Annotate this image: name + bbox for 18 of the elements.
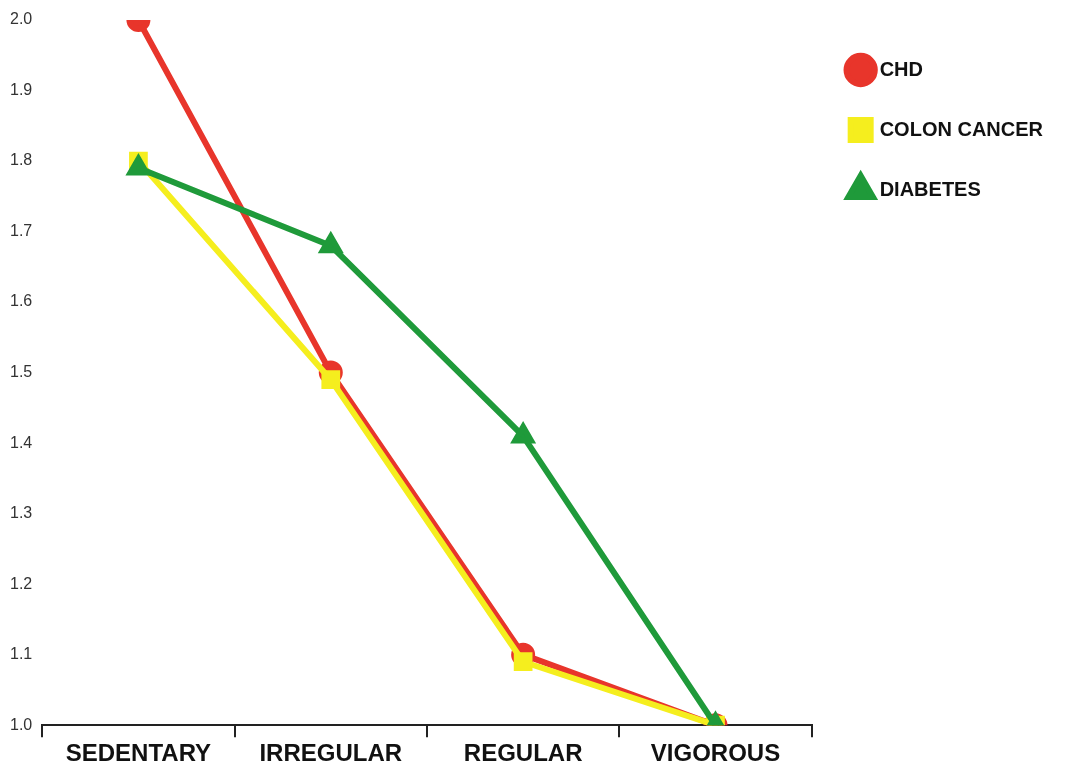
y-tick-label: 1.2	[9, 574, 33, 592]
x-tick-label: SEDENTARY	[65, 739, 212, 767]
y-tick-label: 1.5	[9, 363, 33, 381]
y-tick-label: 1.7	[9, 221, 33, 239]
y-tick-label: 1.6	[9, 292, 33, 310]
y-tick-label: 1.8	[9, 151, 33, 169]
y-tick-label: 1.0	[9, 715, 33, 733]
y-tick-label: 2.0	[9, 10, 33, 28]
legend-label: CHD	[879, 57, 924, 80]
y-tick-label: 1.9	[9, 80, 33, 98]
x-tick-label: IRREGULAR	[259, 739, 403, 767]
legend-label: COLON CANCER	[879, 117, 1044, 140]
legend-label: DIABETES	[879, 177, 981, 200]
x-tick-label: VIGOROUS	[650, 739, 781, 767]
y-tick-label: 1.4	[9, 433, 33, 451]
y-tick-label: 1.1	[9, 645, 33, 663]
y-tick-label: 1.3	[9, 504, 33, 522]
x-tick-label: REGULAR	[463, 739, 583, 767]
